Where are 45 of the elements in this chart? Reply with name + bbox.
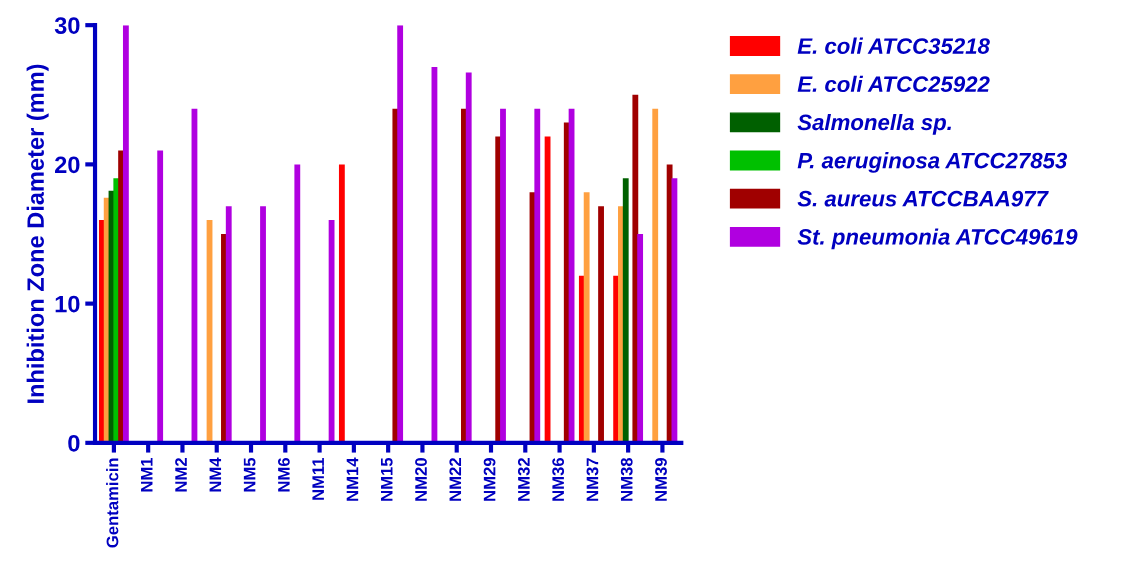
x-tick-label: NM22 xyxy=(449,458,462,501)
legend-label: P. aeruginosa ATCC27853 xyxy=(797,152,1068,173)
legend-label: St. pneumonia ATCC49619 xyxy=(797,228,1078,250)
x-tick-label: NM2 xyxy=(175,458,187,492)
legend-label: S. aureus ATCCBAA977 xyxy=(797,190,1049,207)
bar xyxy=(260,206,266,443)
x-tick-label: NM14 xyxy=(346,457,359,501)
bar xyxy=(328,220,335,443)
legend-label: Salmonella sp. xyxy=(797,113,951,135)
bar xyxy=(397,25,404,443)
bar xyxy=(338,164,345,443)
x-tick-label: NM4 xyxy=(209,457,222,492)
x-tick-label: NM29 xyxy=(483,458,496,501)
bar xyxy=(157,150,164,443)
y-tick-label: 30 xyxy=(54,17,80,34)
legend-label: E. coli ATCC35218 xyxy=(797,37,990,54)
bar xyxy=(652,108,659,443)
bar xyxy=(294,164,301,443)
x-tick-label: NM20 xyxy=(415,458,427,501)
x-tick-label: NM6 xyxy=(277,458,290,492)
x-tick-label: NM11 xyxy=(312,457,324,500)
y-axis-title: Inhibition Zone Diameter (mm) xyxy=(26,64,49,403)
bar xyxy=(534,108,541,443)
y-tick-label: 10 xyxy=(55,295,80,313)
bar xyxy=(598,206,604,443)
x-tick-label: NM15 xyxy=(381,457,393,501)
bar xyxy=(632,94,639,443)
bar xyxy=(637,234,644,443)
x-tick-label: Gentamicin xyxy=(106,458,119,548)
bar xyxy=(465,72,472,443)
x-tick-label: NM38 xyxy=(620,457,633,501)
x-tick-label: NM36 xyxy=(552,458,565,501)
x-tick-label: NM32 xyxy=(517,458,530,501)
x-tick-label: NM1 xyxy=(141,457,153,492)
x-tick-label: NM5 xyxy=(243,457,256,492)
y-tick-label: 0 xyxy=(68,434,80,452)
bar xyxy=(225,206,232,443)
bar xyxy=(122,25,129,443)
bar xyxy=(583,192,590,443)
x-tick-label: NM39 xyxy=(655,458,667,501)
bar xyxy=(500,108,506,443)
bar xyxy=(622,178,629,443)
legend-label: E. coli ATCC25922 xyxy=(797,75,990,93)
y-tick-label: 20 xyxy=(55,156,80,174)
x-tick-label: NM37 xyxy=(586,458,599,501)
